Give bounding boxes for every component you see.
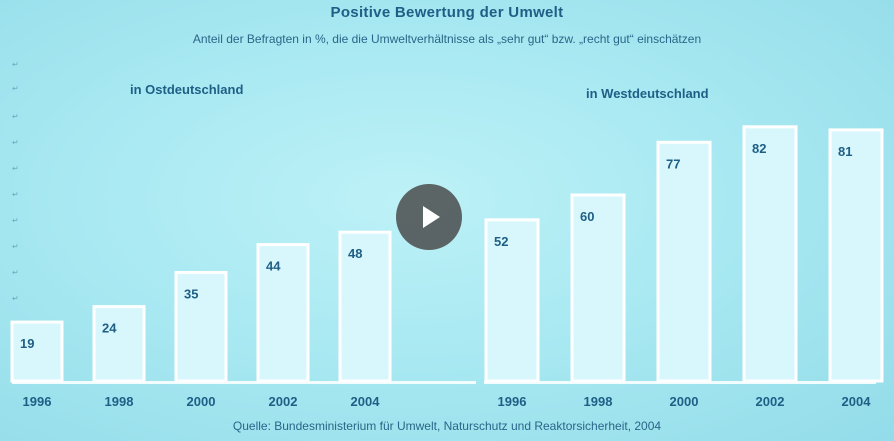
tick-label-panel1-2004: 2004 xyxy=(842,394,872,409)
bar-panel0-2002 xyxy=(256,243,310,383)
tick-label-panel0-2000: 2000 xyxy=(187,394,216,409)
tick-label-panel1-2000: 2000 xyxy=(670,394,699,409)
tick-label-panel0-2002: 2002 xyxy=(269,394,298,409)
data-label-panel1-1998: 60 xyxy=(580,209,594,224)
panel-0-baseline xyxy=(12,381,476,384)
video-play-button[interactable] xyxy=(396,184,462,250)
chart-source: Quelle: Bundesministerium für Umwelt, Na… xyxy=(232,419,662,433)
bar-panel0-1998 xyxy=(92,305,146,383)
play-icon xyxy=(423,206,440,228)
tick-label-panel1-2002: 2002 xyxy=(756,394,785,409)
bar-panel1-2004 xyxy=(828,128,884,383)
data-label-panel1-2000: 77 xyxy=(666,156,680,171)
data-label-panel0-2002: 44 xyxy=(266,259,281,274)
data-label-panel1-2002: 82 xyxy=(752,141,766,156)
bar-panel1-1996 xyxy=(484,218,540,383)
bar-panel1-2000 xyxy=(656,140,712,383)
bar-panel0-2000 xyxy=(174,271,228,383)
data-label-panel1-2004: 81 xyxy=(838,144,852,159)
chart-subtitle: Anteil der Befragten in %, die die Umwel… xyxy=(192,32,702,46)
data-label-panel0-2000: 35 xyxy=(184,287,198,302)
tick-label-panel0-2004: 2004 xyxy=(351,394,381,409)
data-label-panel0-1996: 19 xyxy=(20,336,34,351)
tick-label-panel0-1996: 1996 xyxy=(23,394,52,409)
panel-title-west: in Westdeutschland xyxy=(586,86,709,101)
tick-label-panel1-1996: 1996 xyxy=(498,394,527,409)
bar-panel1-2002 xyxy=(742,125,798,383)
chart-title: Positive Bewertung der Umwelt xyxy=(330,4,564,21)
tick-label-panel0-1998: 1998 xyxy=(105,394,134,409)
data-label-panel0-1998: 24 xyxy=(102,321,117,336)
data-label-panel1-1996: 52 xyxy=(494,234,508,249)
tick-label-panel1-1998: 1998 xyxy=(584,394,613,409)
bar-panel1-1998 xyxy=(570,193,626,383)
bar-panel0-1996 xyxy=(10,320,64,383)
data-label-panel0-2004: 48 xyxy=(348,246,362,261)
panel-1-baseline xyxy=(484,381,876,384)
panel-title-ost: in Ostdeutschland xyxy=(130,82,244,97)
bar-panel0-2004 xyxy=(338,230,392,383)
